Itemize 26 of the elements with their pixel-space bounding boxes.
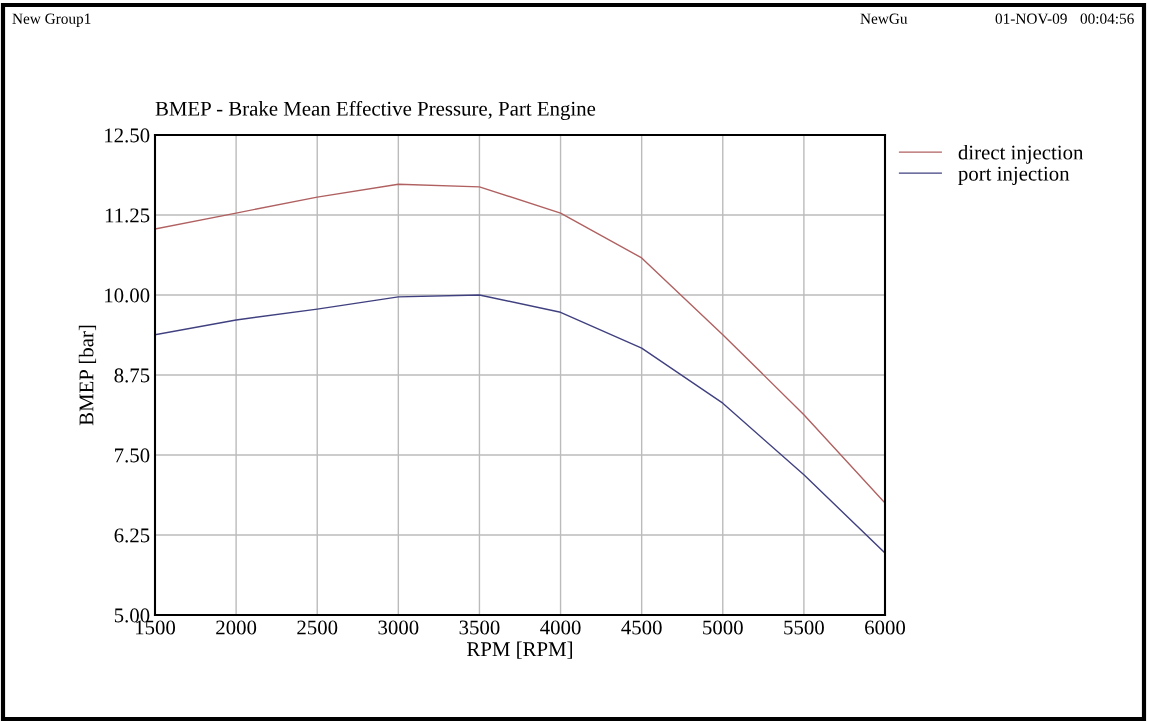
text: 00:04:56 (1080, 13, 1134, 24)
y-tick-label: 8.75 (114, 368, 150, 383)
chart-title: BMEP - Brake Mean Effective Pressure, Part Engine (155, 100, 596, 121)
y-tick-label: 7.50 (115, 448, 150, 463)
line-series (155, 294, 885, 554)
x-tick-label: 5500 (784, 620, 824, 635)
text: 01-NOV-09 (995, 13, 1067, 24)
text: NewGu (860, 13, 908, 24)
text: New Group1 (12, 13, 91, 27)
x-tick-label: 4000 (540, 620, 581, 635)
x-tick-label: 5000 (703, 620, 743, 635)
x-tick-label: 3000 (378, 620, 419, 635)
y-axis-title: BMEP [bar] (78, 325, 97, 426)
x-tick-label: 3500 (459, 620, 500, 635)
y-tick-label: 6.25 (114, 528, 150, 543)
legend-label: port injection (958, 166, 1070, 185)
line-series (155, 183, 885, 504)
legend-label: direct injection (958, 144, 1084, 164)
x-axis-title: RPM [RPM] (467, 641, 572, 659)
y-tick-label: 11.25 (105, 208, 150, 223)
x-tick-label: 4500 (621, 620, 662, 635)
y-tick-label: 10.00 (105, 288, 150, 303)
x-tick-label: 6000 (865, 620, 906, 635)
x-tick-label: 2000 (216, 620, 257, 635)
y-tick-label: 12.50 (105, 128, 150, 143)
x-tick-label: 2500 (297, 620, 338, 635)
